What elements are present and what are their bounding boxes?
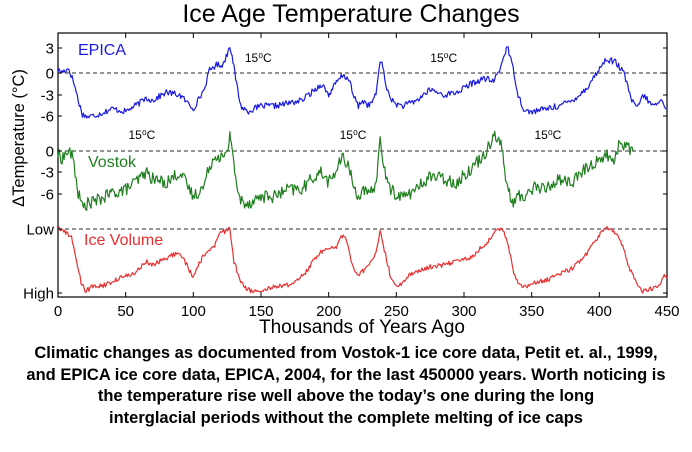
y-tick-label: 0 xyxy=(46,66,54,83)
x-tick-label: 200 xyxy=(316,303,341,320)
series-line-vostok xyxy=(57,130,634,211)
plot-frame xyxy=(57,32,668,298)
y-axis-label: ΔTemperature (°C) xyxy=(10,69,28,207)
x-tick-label: 250 xyxy=(384,303,409,320)
y-tick-label: -6 xyxy=(41,187,54,204)
x-axis-label: Thousands of Years Ago xyxy=(259,317,465,338)
x-tick-label: 400 xyxy=(587,303,612,320)
y-tick-label: -6 xyxy=(41,109,54,126)
x-tick-label: 350 xyxy=(519,303,544,320)
annotation-label: 15⁰C xyxy=(245,51,272,65)
series-label: Vostok xyxy=(88,154,137,171)
annotation-label: 15⁰C xyxy=(430,51,457,65)
series-line-epica xyxy=(57,46,667,119)
caption-line: Climatic changes as documented from Vost… xyxy=(34,344,658,362)
annotation-label: 15⁰C xyxy=(340,128,367,142)
caption-line: interglacial periods without the complet… xyxy=(108,408,583,427)
series-label: Ice Volume xyxy=(84,232,163,249)
chart-title: Ice Age Temperature Changes xyxy=(182,0,519,28)
series-lines xyxy=(57,46,668,294)
reference-lines xyxy=(58,72,667,230)
x-tick-label: 300 xyxy=(451,303,476,320)
y-tick-label: 0 xyxy=(46,144,54,161)
series-label: EPICA xyxy=(78,42,126,59)
x-tick-label: 0 xyxy=(54,303,62,320)
series-line-ice-volume xyxy=(57,226,668,294)
annotations: 15⁰C 15⁰C 15⁰C 15⁰C 15⁰C xyxy=(128,51,561,142)
y-tick-label: Low xyxy=(26,222,54,239)
x-tick-label: 150 xyxy=(248,303,273,320)
annotation-label: 15⁰C xyxy=(128,128,155,142)
y-tick-label: 3 xyxy=(46,41,54,58)
y-tick-label: -3 xyxy=(41,165,54,182)
caption-line: and EPICA ice core data, EPICA, 2004, fo… xyxy=(26,365,666,384)
x-tick-label: 50 xyxy=(117,303,134,320)
caption-line: the temperature rise well above the toda… xyxy=(97,387,595,405)
y-tick-label: High xyxy=(23,286,54,303)
figure-caption: Climatic changes as documented from Vost… xyxy=(0,343,692,429)
series-labels: EPICA Vostok Ice Volume xyxy=(78,42,163,249)
x-tick-label: 450 xyxy=(654,303,679,320)
ice-age-chart: Ice Age Temperature Changes ΔTemperature… xyxy=(10,0,680,338)
y-tick-label: -3 xyxy=(41,88,54,105)
annotation-label: 15⁰C xyxy=(534,128,561,142)
x-tick-label: 100 xyxy=(181,303,206,320)
